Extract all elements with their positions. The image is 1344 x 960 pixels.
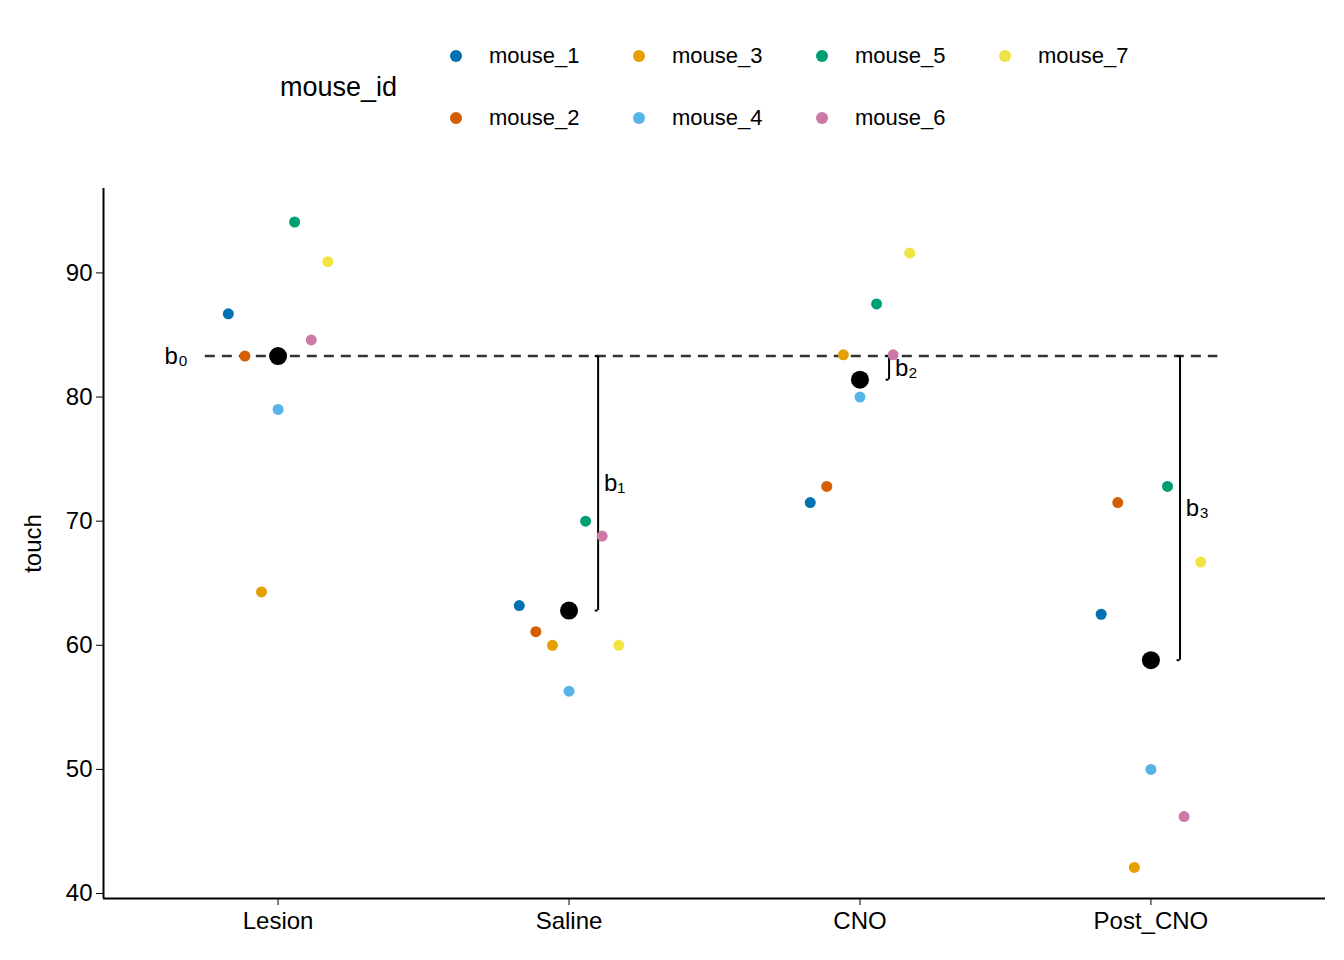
html-text:mouse_2: mouse_2 <box>489 105 580 130</box>
html-text:mouse_3: mouse_3 <box>672 43 763 68</box>
html-text:mouse_1: mouse_1 <box>489 43 580 68</box>
svg-text:b₃: b₃ <box>1186 494 1209 521</box>
html-text:mouse_6: mouse_6 <box>855 105 946 130</box>
html-text:mouse_5: mouse_5 <box>855 43 946 68</box>
html-text:mouse_4: mouse_4 <box>672 105 763 130</box>
svg-text:80: 80 <box>66 383 93 410</box>
svg-text:Saline: Saline <box>536 907 603 934</box>
svg-text:CNO: CNO <box>833 907 886 934</box>
svg-text:50: 50 <box>66 755 93 782</box>
svg-text:b₂: b₂ <box>895 354 918 381</box>
html-text:mouse_id: mouse_id <box>280 72 398 102</box>
svg-text:b₁: b₁ <box>604 469 625 496</box>
svg-text:40: 40 <box>66 879 93 906</box>
html-text:mouse_7: mouse_7 <box>1038 43 1129 68</box>
svg-text:90: 90 <box>66 259 93 286</box>
svg-text:touch: touch <box>19 514 46 573</box>
svg-text:60: 60 <box>66 631 93 658</box>
svg-text:b₀: b₀ <box>165 342 188 369</box>
svg-text:Lesion: Lesion <box>243 907 314 934</box>
svg-text:Post_CNO: Post_CNO <box>1094 907 1209 934</box>
svg-text:70: 70 <box>66 507 93 534</box>
